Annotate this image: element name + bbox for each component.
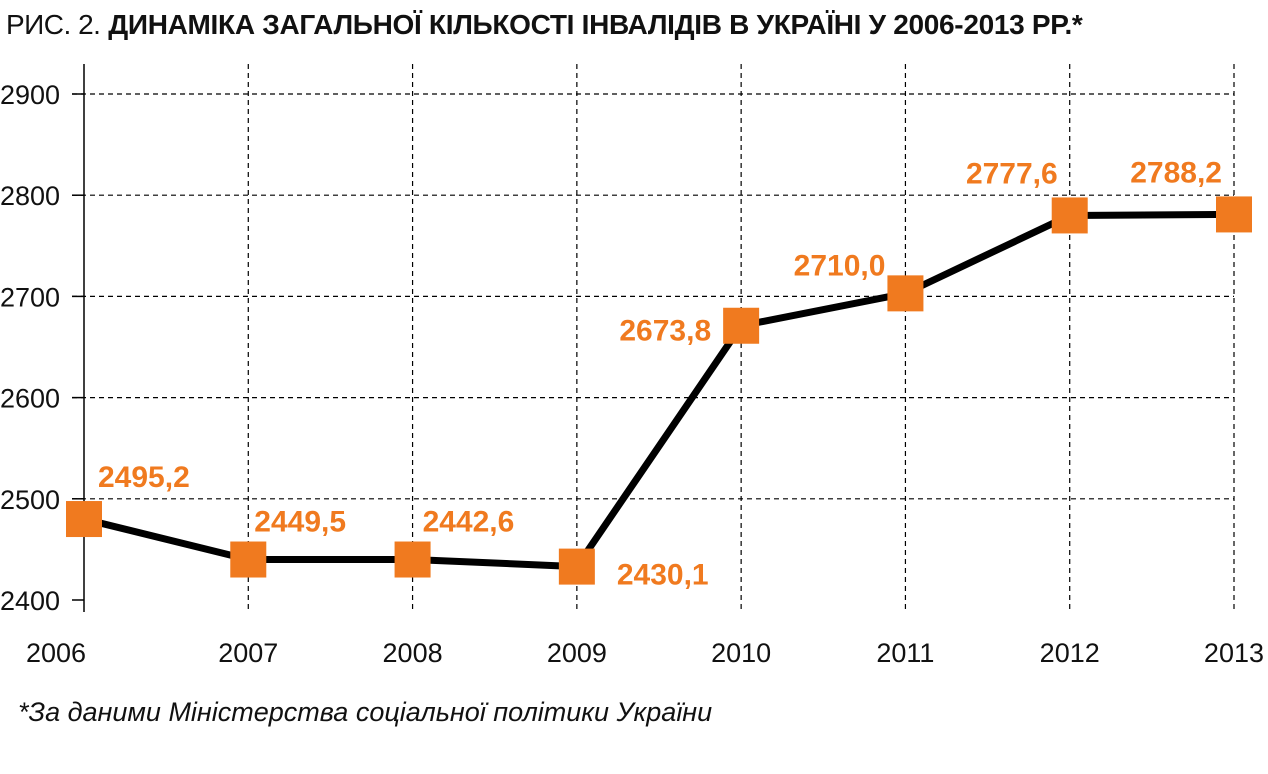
data-label-2009: 2430,1 bbox=[617, 559, 709, 592]
x-tick-label-2011: 2011 bbox=[876, 638, 934, 668]
data-point-2012 bbox=[1051, 197, 1088, 234]
data-label-2006: 2495,2 bbox=[98, 461, 190, 494]
x-tick-label-2012: 2012 bbox=[1040, 638, 1100, 668]
data-point-2008 bbox=[394, 541, 431, 578]
data-point-2007 bbox=[230, 541, 267, 578]
data-label-2010: 2673,8 bbox=[619, 315, 711, 348]
line-chart: 2400 2500 2600 2700 2800 2900 2006 2007 2008 2009… bbox=[0, 64, 1264, 668]
data-point-2009 bbox=[558, 548, 595, 585]
y-tick-label-2600: 2600 bbox=[0, 384, 60, 414]
data-label-2013: 2788,2 bbox=[1130, 156, 1222, 189]
data-point-2013 bbox=[1216, 196, 1252, 233]
marker-layer bbox=[66, 196, 1252, 585]
chart-title-prefix: РИС. 2. bbox=[6, 9, 101, 40]
data-label-2012: 2777,6 bbox=[966, 157, 1058, 190]
chart-title: РИС. 2. ДИНАМІКА ЗАГАЛЬНОЇ КІЛЬКОСТІ ІНВ… bbox=[6, 8, 1083, 42]
data-label-layer: 2495,2 2449,5 2442,6 2430,1 2673,8 2710,0 2777… bbox=[98, 156, 1222, 591]
y-tick-label-2900: 2900 bbox=[0, 80, 60, 110]
data-label-2008: 2442,6 bbox=[423, 506, 515, 539]
y-tick-label-2700: 2700 bbox=[0, 282, 60, 312]
y-tick-label-2800: 2800 bbox=[0, 181, 60, 211]
axis-layer: 2400 2500 2600 2700 2800 2900 2006 2007 2008 2009… bbox=[0, 64, 1264, 668]
data-point-2006 bbox=[66, 501, 102, 538]
data-point-2011 bbox=[887, 275, 924, 312]
grid-layer bbox=[72, 64, 1235, 612]
x-tick-label-2006: 2006 bbox=[26, 638, 86, 668]
series-line bbox=[80, 210, 1238, 571]
y-tick-label-2500: 2500 bbox=[0, 485, 60, 515]
x-tick-label-2013: 2013 bbox=[1204, 638, 1264, 668]
series-line-layer bbox=[80, 210, 1238, 571]
x-tick-label-2010: 2010 bbox=[711, 638, 771, 668]
data-label-2007: 2449,5 bbox=[254, 506, 346, 539]
chart-title-text: ДИНАМІКА ЗАГАЛЬНОЇ КІЛЬКОСТІ ІНВАЛІДІВ В… bbox=[108, 9, 1083, 40]
x-tick-label-2007: 2007 bbox=[218, 638, 278, 668]
x-tick-label-2009: 2009 bbox=[547, 638, 607, 668]
y-tick-label-2400: 2400 bbox=[0, 586, 60, 616]
data-label-2011: 2710,0 bbox=[794, 249, 886, 282]
data-point-2010 bbox=[723, 307, 760, 344]
footnote: *За даними Міністерства соціальної політ… bbox=[18, 697, 713, 727]
x-tick-label-2008: 2008 bbox=[383, 638, 443, 668]
